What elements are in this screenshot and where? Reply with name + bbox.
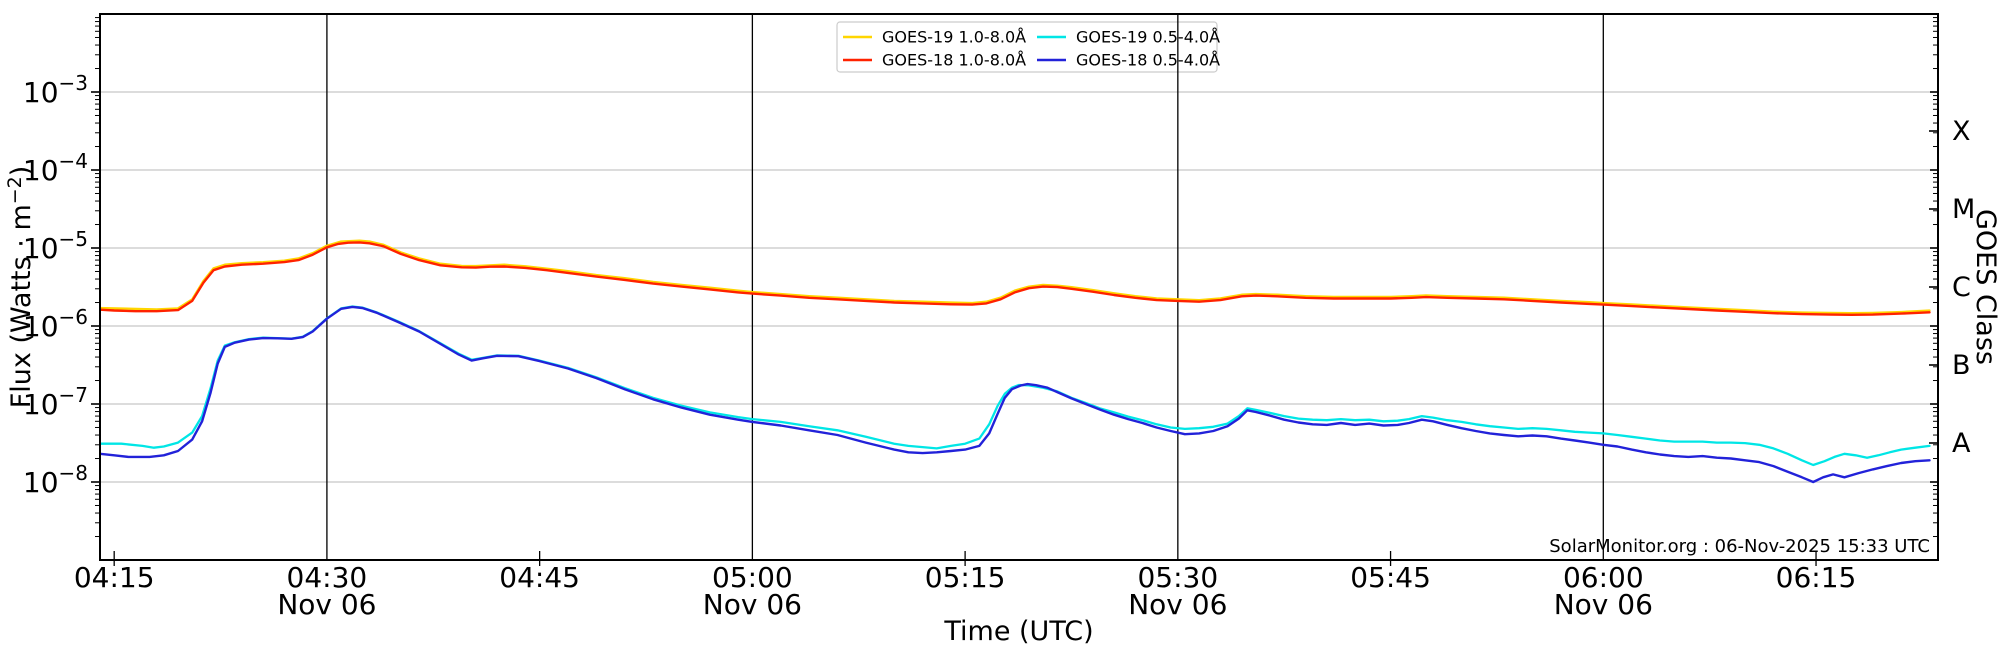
goes-class-label: X	[1952, 116, 1971, 147]
x-tick-sublabel: Nov 06	[1554, 588, 1653, 621]
goes-class-label: M	[1952, 194, 1975, 225]
y-tick-label: 10−7	[23, 383, 88, 421]
y-tick-label: 10−8	[23, 461, 88, 499]
chart-generated-under	[100, 91, 1938, 483]
watermark-text: SolarMonitor.org : 06-Nov-2025 15:33 UTC	[1549, 536, 1930, 557]
y-tick-label: 10−5	[23, 227, 88, 265]
legend-label-goes18-long: GOES-18 1.0-8.0Å	[882, 51, 1026, 70]
x-tick-sublabel: Nov 06	[1128, 588, 1227, 621]
curve-goes-19-1-0-8-0-	[100, 239, 1931, 315]
y-tick-label: 10−3	[23, 71, 88, 109]
legend-label-goes19-long: GOES-19 1.0-8.0Å	[882, 28, 1026, 47]
legend-box	[836, 21, 1218, 73]
x-tick-label: 04:15	[74, 561, 155, 594]
goes-class-label: B	[1952, 350, 1971, 381]
x-tick-label: 05:30	[1137, 561, 1218, 594]
curve-goes-19-0-5-4-0-	[100, 305, 1931, 467]
plot-border	[99, 13, 1939, 561]
curve-goes-18-1-0-8-0-	[100, 241, 1931, 316]
y-axis-title: Flux (Watts · m−2)	[4, 166, 37, 409]
x-tick-label: 04:30	[287, 561, 368, 594]
x-axis-title: Time (UTC)	[943, 616, 1093, 647]
x-tick-label: 05:45	[1350, 561, 1431, 594]
y-tick-label: 10−6	[23, 305, 88, 343]
goes-class-label: A	[1952, 428, 1971, 459]
x-tick-sublabel: Nov 06	[703, 588, 802, 621]
legend-label-goes18-short: GOES-18 0.5-4.0Å	[1076, 51, 1220, 70]
x-tick-sublabel: Nov 06	[277, 588, 376, 621]
x-tick-label: 06:00	[1563, 561, 1644, 594]
legend-label-goes19-short: GOES-19 0.5-4.0Å	[1076, 28, 1220, 47]
y-tick-label: 10−4	[23, 149, 88, 187]
x-tick-label: 05:15	[925, 561, 1006, 594]
flux-curves	[100, 239, 1931, 484]
chart-legend: GOES-19 1.0-8.0Å GOES-18 1.0-8.0Å GOES-1…	[836, 21, 1220, 73]
x-tick-label: 06:15	[1776, 561, 1857, 594]
right-axis-title: GOES Class	[1970, 209, 2000, 365]
x-tick-label: 04:45	[499, 561, 580, 594]
curve-goes-18-0-5-4-0-	[100, 305, 1931, 484]
x-tick-label: 05:00	[712, 561, 793, 594]
goes-class-label: C	[1952, 272, 1971, 303]
